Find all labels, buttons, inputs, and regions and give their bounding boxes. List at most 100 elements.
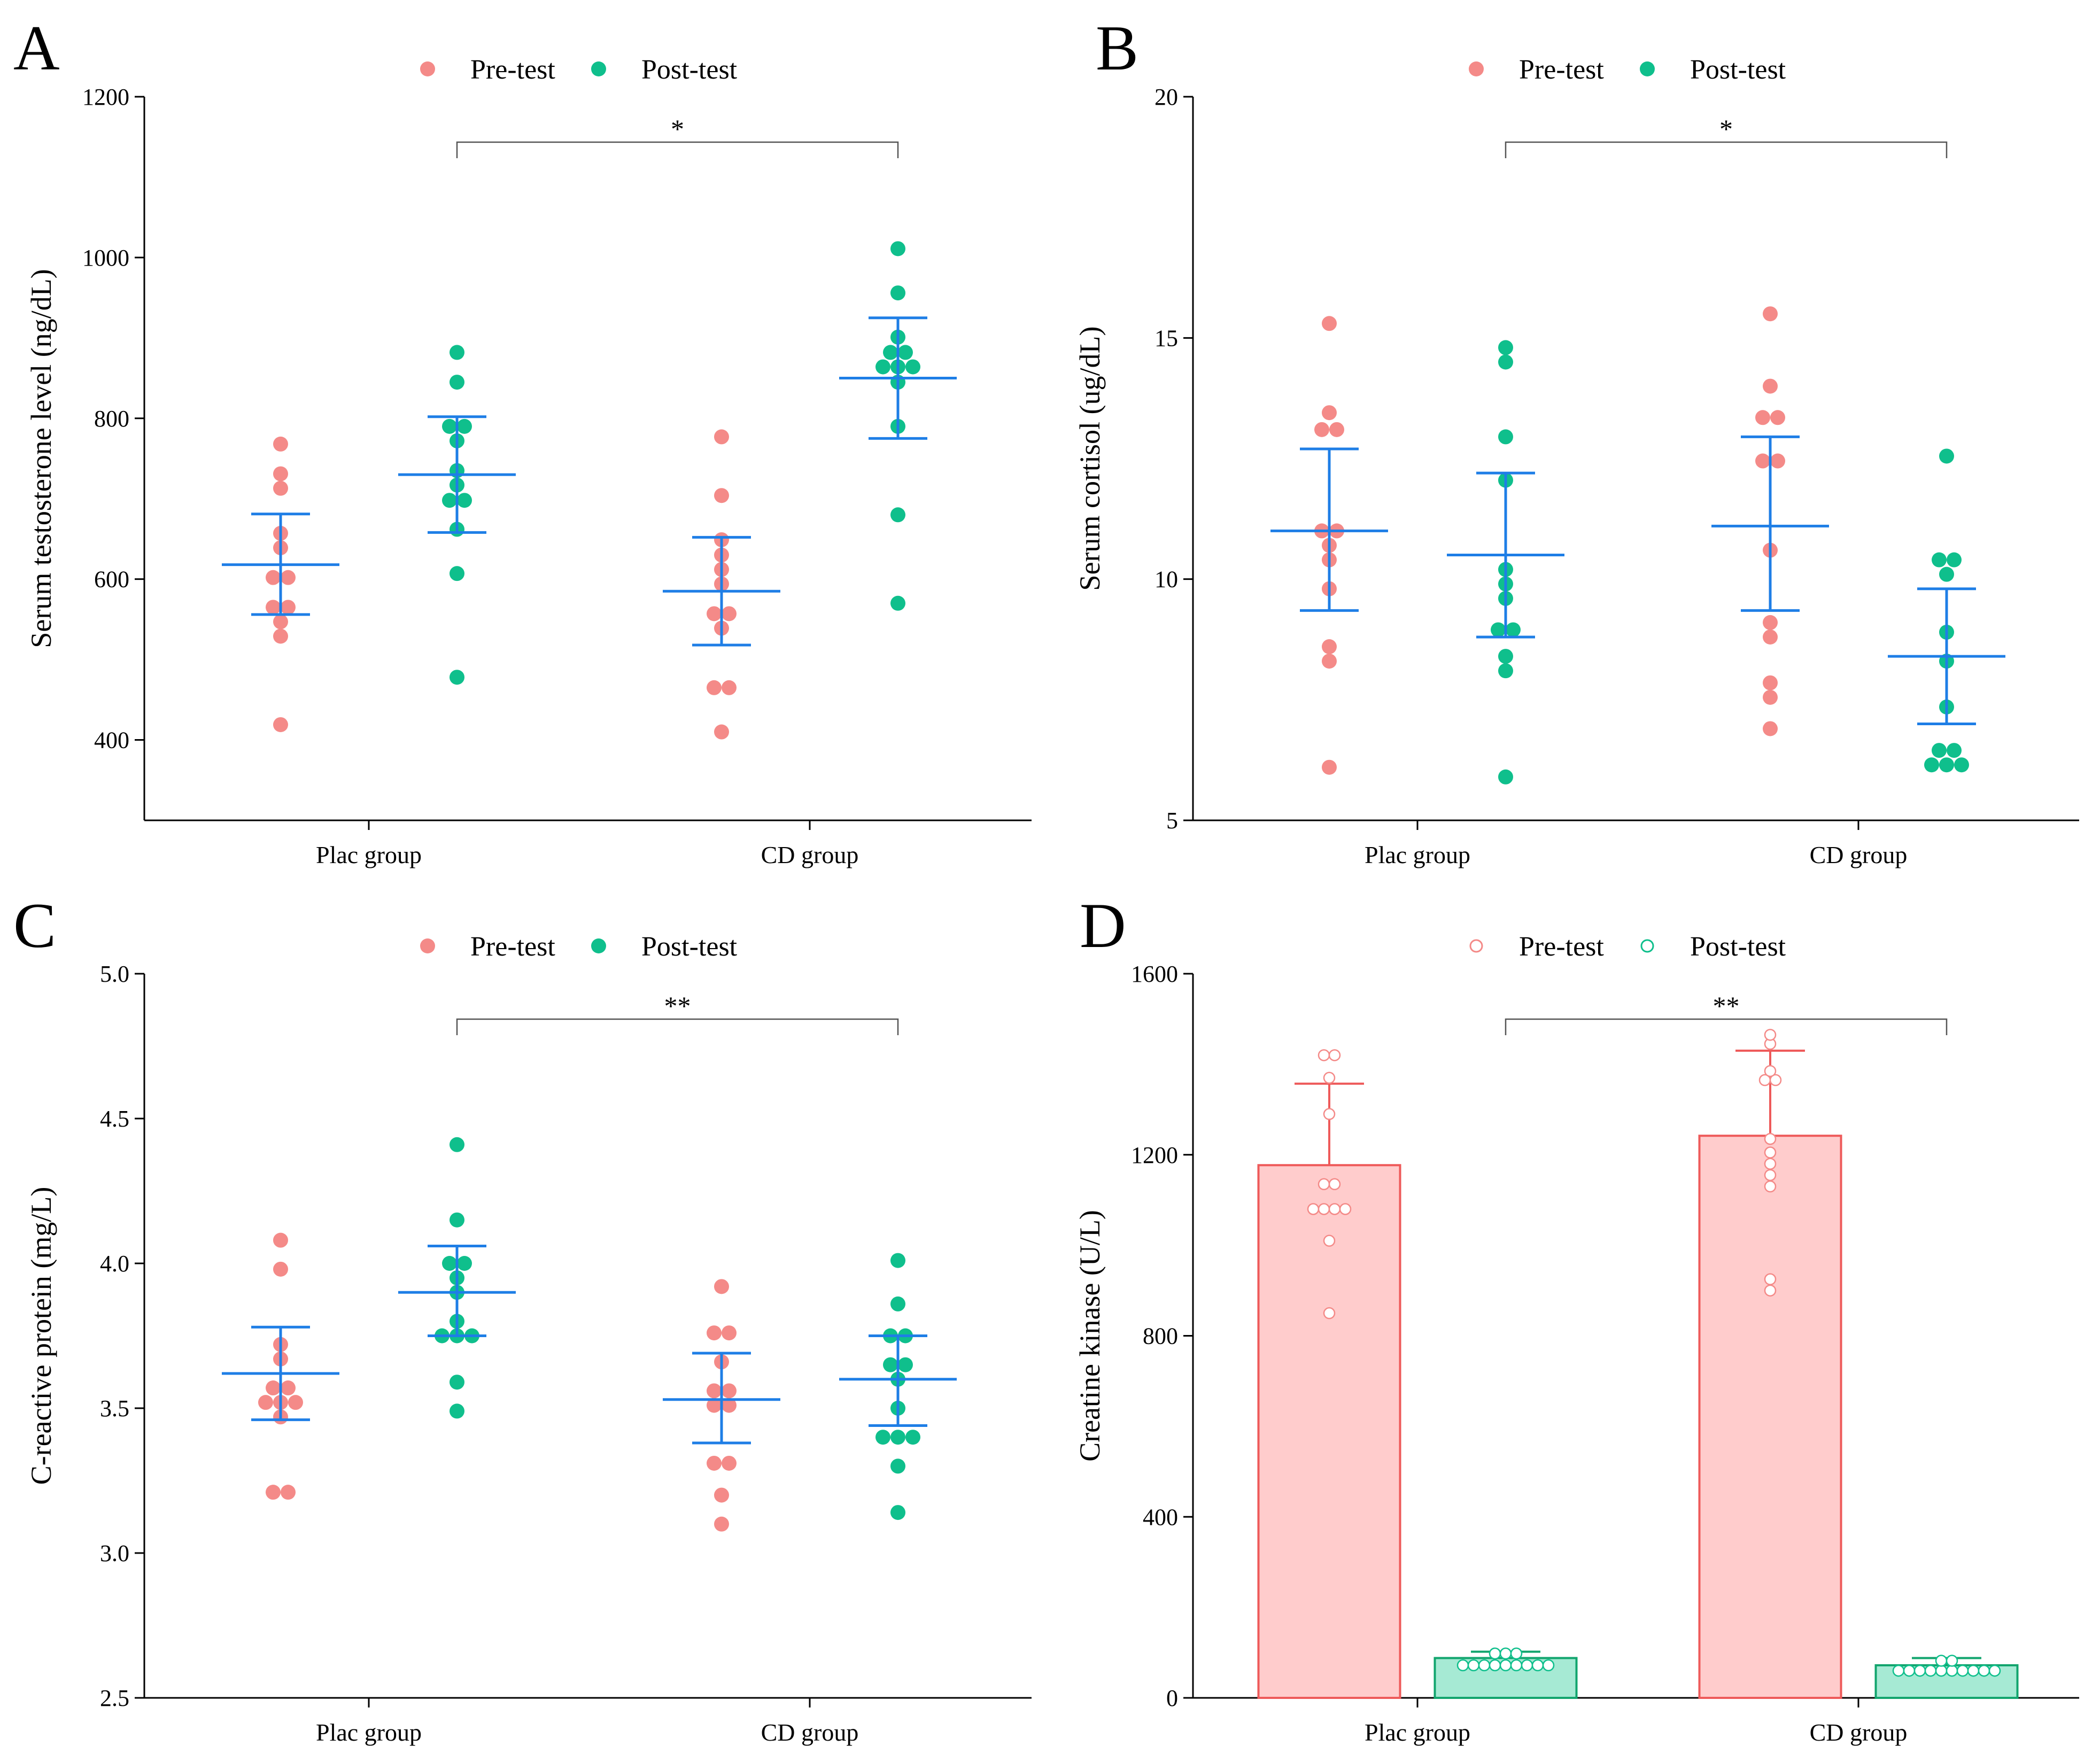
data-point [1322,639,1337,655]
data-point [890,1505,905,1520]
data-point [1478,1659,1491,1672]
data-point [1770,453,1785,469]
data-point [273,717,288,732]
panel-letter: C [13,890,56,961]
y-tick-label: 1600 [1131,961,1178,987]
data-point [1339,1203,1352,1215]
y-axis-label: C-reactive protein (mg/L) [25,1187,57,1485]
data-point [1988,1664,2001,1677]
significance-bracket [1505,1018,1948,1035]
data-point [890,285,905,301]
y-tick-label: 800 [1143,1323,1178,1349]
data-point [883,345,898,360]
data-point [875,1430,890,1445]
data-point [1489,1647,1501,1660]
y-axis-label: Serum cortisol (ug/dL) [1074,327,1106,591]
y-tick-label: 1000 [82,245,129,271]
data-point [1328,1203,1341,1215]
data-point [1763,721,1778,736]
data-point [288,1395,303,1410]
data-point [1542,1659,1555,1672]
data-point [1764,1132,1777,1145]
data-point [905,1430,920,1445]
data-point [1764,1065,1777,1077]
data-point [1323,1235,1336,1247]
bar [1698,1135,1842,1699]
data-point [1763,689,1778,705]
legend-marker [1640,61,1655,76]
data-point [1318,1178,1330,1191]
bar [1257,1164,1401,1699]
data-point [281,1485,296,1500]
y-tick-label: 3.5 [100,1395,129,1422]
y-tick-label: 4.0 [100,1251,129,1277]
data-point [450,375,464,390]
data-point [1499,1659,1512,1672]
legend-label: Post-test [641,932,738,962]
data-point [1764,1158,1777,1170]
data-point [273,628,288,644]
data-point [714,429,729,445]
data-point [1764,1029,1777,1041]
data-point [1531,1659,1544,1672]
data-point [1932,552,1947,568]
data-point [281,600,296,615]
data-point [1498,340,1513,355]
data-point [1329,422,1344,437]
data-point [1318,1049,1330,1061]
y-tick-label: 2.5 [100,1685,129,1711]
data-point [273,614,288,630]
y-tick-label: 15 [1154,325,1178,351]
data-point [1498,769,1513,785]
data-point [890,595,905,611]
data-point [883,1357,898,1372]
data-point [1978,1664,1990,1677]
data-point [1521,1659,1533,1672]
legend-label: Pre-test [1519,932,1604,962]
data-point [1323,1072,1336,1084]
data-point [1946,1655,1958,1667]
data-point [1954,757,1969,773]
data-point [1323,1108,1336,1120]
data-point [1328,1049,1341,1061]
legend-label: Post-test [641,55,738,85]
y-tick-label: 4.5 [100,1106,129,1132]
data-point [1498,649,1513,664]
legend-marker [1469,939,1483,953]
data-point [890,1458,905,1474]
panel-letter: D [1080,890,1126,961]
data-point [1939,566,1954,582]
data-point [1755,410,1770,425]
significance-bracket [456,141,899,158]
data-point [722,1455,737,1471]
x-tick-label: Plac group [316,841,422,868]
data-point [1764,1146,1777,1159]
data-point [1764,1273,1777,1285]
x-tick-label: Plac group [1365,1719,1470,1746]
x-tick-label: Plac group [316,1719,422,1746]
data-point [1935,1655,1948,1667]
data-point [1755,453,1770,469]
data-point [457,1256,472,1271]
data-point [442,493,457,508]
data-point [707,680,722,695]
panel-letter: A [13,12,60,83]
panel-a: A 400 600 800 1000 1200 Serum testosterone lev… [13,12,1032,868]
y-tick-label: 1200 [1131,1142,1178,1168]
data-point [442,1256,457,1271]
significance-bracket [1505,141,1948,158]
significance-label: ** [1713,991,1740,1021]
panel-d: D 0 400 800 1200 1600 Creatine kinase (U/L) Pla… [1074,890,2079,1746]
significance-label: * [671,114,684,144]
data-point [707,1455,722,1471]
data-point [1903,1664,1916,1677]
y-tick-label: 5.0 [100,961,129,987]
data-point [266,1380,281,1396]
y-tick-label: 1200 [82,84,129,110]
y-tick-label: 3.0 [100,1540,129,1566]
data-point [457,418,472,434]
data-point [1947,552,1962,568]
data-point [1328,1178,1341,1191]
data-point [707,1398,722,1413]
